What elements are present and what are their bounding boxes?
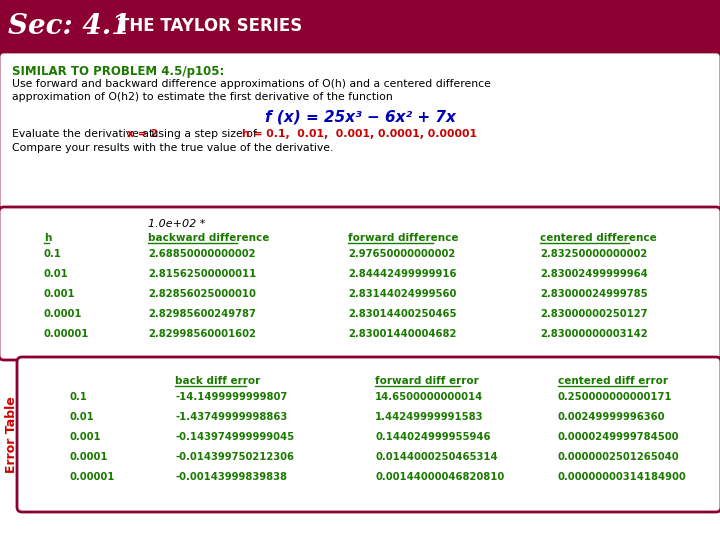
Text: 2.83000000250127: 2.83000000250127	[540, 309, 647, 319]
Text: 2.83002499999964: 2.83002499999964	[540, 269, 648, 279]
Text: 0.001: 0.001	[44, 289, 76, 299]
Text: Compare your results with the true value of the derivative.: Compare your results with the true value…	[12, 143, 333, 153]
Text: 0.00144000046820810: 0.00144000046820810	[375, 472, 504, 482]
Text: f (x) = 25x³ − 6x² + 7x: f (x) = 25x³ − 6x² + 7x	[264, 109, 456, 124]
Bar	[0, 0, 720, 52]
Text: 0.00000000314184900: 0.00000000314184900	[558, 472, 687, 482]
Text: centered difference: centered difference	[540, 233, 657, 243]
FancyBboxPatch shape	[0, 207, 720, 360]
Text: 2.81562500000011: 2.81562500000011	[148, 269, 256, 279]
Text: 0.0000249999784500: 0.0000249999784500	[558, 432, 680, 442]
Text: 2.68850000000002: 2.68850000000002	[148, 249, 256, 259]
Text: h = 0.1,  0.01,  0.001, 0.0001, 0.00001: h = 0.1, 0.01, 0.001, 0.0001, 0.00001	[241, 129, 477, 139]
Text: approximation of O(h2) to estimate the first derivative of the function: approximation of O(h2) to estimate the f…	[12, 92, 392, 102]
Text: 2.83000000003142: 2.83000000003142	[540, 329, 647, 339]
Text: 2.83144024999560: 2.83144024999560	[348, 289, 456, 299]
Text: forward difference: forward difference	[348, 233, 459, 243]
Text: forward diff error: forward diff error	[375, 376, 479, 386]
Text: 0.0000002501265040: 0.0000002501265040	[558, 452, 680, 462]
Text: 0.144024999955946: 0.144024999955946	[375, 432, 490, 442]
Text: 2.97650000000002: 2.97650000000002	[348, 249, 455, 259]
Text: 2.83250000000002: 2.83250000000002	[540, 249, 647, 259]
Text: 0.0001: 0.0001	[70, 452, 109, 462]
Text: back diff error: back diff error	[175, 376, 260, 386]
Text: 0.01: 0.01	[44, 269, 68, 279]
Text: 2.82985600249787: 2.82985600249787	[148, 309, 256, 319]
Text: Sec: 4.1: Sec: 4.1	[8, 12, 130, 39]
Text: -14.1499999999807: -14.1499999999807	[175, 392, 287, 402]
Text: -0.00143999839838: -0.00143999839838	[175, 472, 287, 482]
Text: x = 2: x = 2	[127, 129, 158, 139]
Text: THE TAYLOR SERIES: THE TAYLOR SERIES	[118, 17, 302, 35]
Text: 0.0144000250465314: 0.0144000250465314	[375, 452, 498, 462]
Text: SIMILAR TO PROBLEM 4.5/p105:: SIMILAR TO PROBLEM 4.5/p105:	[12, 65, 225, 78]
Text: 14.6500000000014: 14.6500000000014	[375, 392, 483, 402]
Text: 0.0001: 0.0001	[44, 309, 83, 319]
Text: 0.1: 0.1	[70, 392, 88, 402]
Text: using a step size of: using a step size of	[148, 129, 261, 139]
Text: centered diff error: centered diff error	[558, 376, 668, 386]
Text: 0.250000000000171: 0.250000000000171	[558, 392, 672, 402]
Text: 0.1: 0.1	[44, 249, 62, 259]
Text: -0.014399750212306: -0.014399750212306	[175, 452, 294, 462]
Text: 0.00001: 0.00001	[70, 472, 115, 482]
Text: -1.43749999998863: -1.43749999998863	[175, 412, 287, 422]
Text: h: h	[44, 233, 51, 243]
Text: Use forward and backward difference approximations of O(h) and a centered differ: Use forward and backward difference appr…	[12, 79, 491, 89]
Text: Error Table: Error Table	[6, 396, 19, 473]
Text: 2.84442499999916: 2.84442499999916	[348, 269, 456, 279]
Text: 2.83001440004682: 2.83001440004682	[348, 329, 456, 339]
Text: 2.83014400250465: 2.83014400250465	[348, 309, 456, 319]
FancyBboxPatch shape	[17, 357, 720, 512]
Text: Evaluate the derivative at: Evaluate the derivative at	[12, 129, 157, 139]
Text: 1.0e+02 *: 1.0e+02 *	[148, 219, 205, 229]
Text: 0.00249999996360: 0.00249999996360	[558, 412, 665, 422]
FancyBboxPatch shape	[0, 52, 720, 210]
Text: 0.01: 0.01	[70, 412, 95, 422]
Text: -0.143974999999045: -0.143974999999045	[175, 432, 294, 442]
Text: backward difference: backward difference	[148, 233, 269, 243]
Text: 2.83000024999785: 2.83000024999785	[540, 289, 647, 299]
Text: 0.00001: 0.00001	[44, 329, 89, 339]
Text: 2.82856025000010: 2.82856025000010	[148, 289, 256, 299]
Text: 1.44249999991583: 1.44249999991583	[375, 412, 484, 422]
Text: 2.82998560001602: 2.82998560001602	[148, 329, 256, 339]
Text: 0.001: 0.001	[70, 432, 102, 442]
